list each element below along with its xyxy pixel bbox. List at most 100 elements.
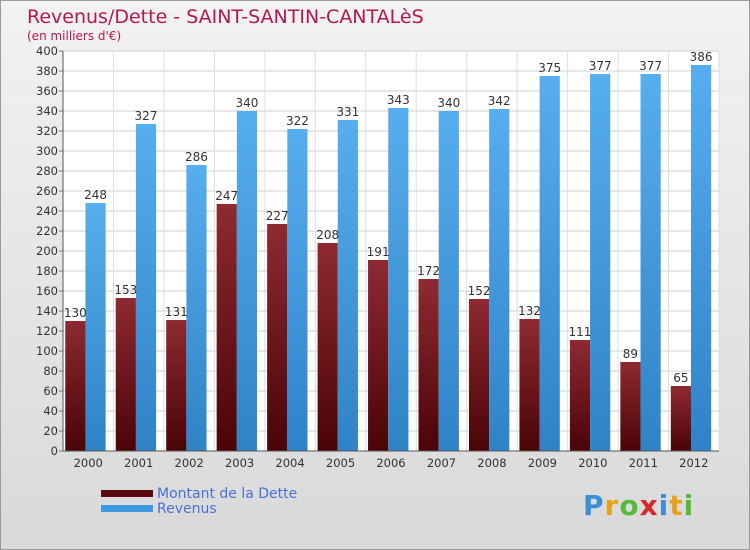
y-tick-label: 120 (36, 324, 58, 338)
bar-revenus (489, 109, 510, 451)
legend-swatch-debt (101, 490, 153, 497)
x-tick-label: 2011 (629, 456, 658, 470)
bar-debt (166, 320, 187, 451)
legend-label-revenus: Revenus (157, 501, 217, 517)
bar-revenus (85, 203, 106, 451)
data-label-debt: 65 (673, 371, 688, 385)
x-tick-label: 2006 (376, 456, 405, 470)
bar-debt (115, 298, 136, 451)
y-tick-label: 320 (36, 124, 58, 138)
data-label-revenus: 375 (538, 61, 561, 75)
bar-revenus (337, 120, 358, 451)
data-label-revenus: 331 (336, 105, 359, 119)
data-label-revenus: 340 (235, 96, 258, 110)
y-tick-label: 280 (36, 164, 58, 178)
y-tick-label: 240 (36, 204, 58, 218)
y-tick-label: 80 (43, 364, 58, 378)
proxiti-logo: Proxiti (583, 489, 694, 522)
logo-letter: x (639, 489, 659, 522)
data-label-debt: 89 (623, 347, 638, 361)
bar-debt (65, 321, 86, 451)
legend-label-debt: Montant de la Dette (157, 486, 298, 502)
x-tick-label: 2010 (578, 456, 607, 470)
logo-letter: i (683, 489, 695, 522)
x-tick-label: 2004 (275, 456, 304, 470)
y-tick-label: 340 (36, 104, 58, 118)
x-tick-label: 2003 (225, 456, 254, 470)
logo-letter: o (619, 489, 640, 522)
data-label-debt: 131 (165, 305, 188, 319)
bar-revenus (690, 65, 712, 451)
x-tick-label: 2001 (124, 456, 153, 470)
legend-swatch-revenus (101, 505, 153, 512)
data-label-debt: 130 (64, 306, 87, 320)
data-label-debt: 153 (114, 283, 137, 297)
y-tick-label: 400 (36, 44, 58, 58)
y-tick-label: 160 (36, 284, 58, 298)
y-tick-label: 360 (36, 84, 58, 98)
data-label-revenus: 327 (135, 109, 158, 123)
y-tick-label: 200 (36, 244, 58, 258)
data-label-revenus: 386 (690, 50, 713, 64)
bar-revenus (388, 108, 409, 451)
bar-revenus (236, 111, 258, 451)
y-tick-label: 300 (36, 144, 58, 158)
y-tick-label: 140 (36, 304, 58, 318)
data-label-debt: 227 (266, 209, 289, 223)
y-tick-label: 260 (36, 184, 58, 198)
bar-revenus (186, 165, 207, 451)
bar-debt (468, 299, 490, 451)
y-tick-label: 40 (43, 404, 58, 418)
logo-letter: r (604, 489, 620, 522)
bar-debt (670, 386, 691, 451)
y-tick-label: 0 (51, 444, 58, 458)
bar-revenus (287, 129, 308, 451)
chart-subtitle: (en milliers d'€) (27, 29, 122, 43)
bar-debt (267, 224, 288, 451)
data-label-revenus: 377 (639, 59, 662, 73)
x-tick-label: 2000 (74, 456, 103, 470)
bar-debt (317, 243, 338, 451)
y-tick-label: 220 (36, 224, 58, 238)
bar-debt (620, 362, 641, 451)
data-label-revenus: 342 (488, 94, 511, 108)
bar-debt (418, 279, 439, 451)
bar-debt (519, 319, 540, 451)
data-label-debt: 172 (417, 264, 440, 278)
bar-revenus (438, 111, 459, 451)
bar-revenus (640, 74, 661, 451)
y-tick-label: 180 (36, 264, 58, 278)
data-label-debt: 191 (367, 245, 390, 259)
logo-letter: t (669, 489, 684, 522)
y-tick-label: 20 (43, 424, 58, 438)
x-tick-label: 2007 (427, 456, 456, 470)
logo-letter: i (658, 489, 670, 522)
x-tick-label: 2002 (175, 456, 204, 470)
data-label-revenus: 343 (387, 93, 410, 107)
x-tick-label: 2012 (679, 456, 708, 470)
logo-letter: P (583, 489, 605, 522)
bar-debt (368, 260, 389, 451)
x-tick-label: 2008 (477, 456, 506, 470)
data-label-debt: 132 (518, 304, 541, 318)
data-label-debt: 208 (316, 228, 339, 242)
y-tick-label: 100 (36, 344, 58, 358)
data-label-revenus: 286 (185, 150, 208, 164)
data-label-debt: 111 (569, 325, 592, 339)
bar-revenus (590, 74, 611, 451)
data-label-revenus: 340 (437, 96, 460, 110)
data-label-debt: 152 (468, 284, 491, 298)
bar-debt (569, 340, 591, 451)
data-label-revenus: 377 (589, 59, 612, 73)
bar-debt (216, 204, 237, 451)
bar-revenus (539, 76, 560, 451)
data-label-revenus: 248 (84, 188, 107, 202)
x-tick-label: 2005 (326, 456, 355, 470)
y-tick-label: 60 (43, 384, 58, 398)
bar-revenus (135, 124, 157, 451)
data-label-debt: 247 (215, 189, 238, 203)
chart-title: Revenus/Dette - SAINT-SANTIN-CANTALèS (27, 6, 424, 28)
y-tick-label: 380 (36, 64, 58, 78)
